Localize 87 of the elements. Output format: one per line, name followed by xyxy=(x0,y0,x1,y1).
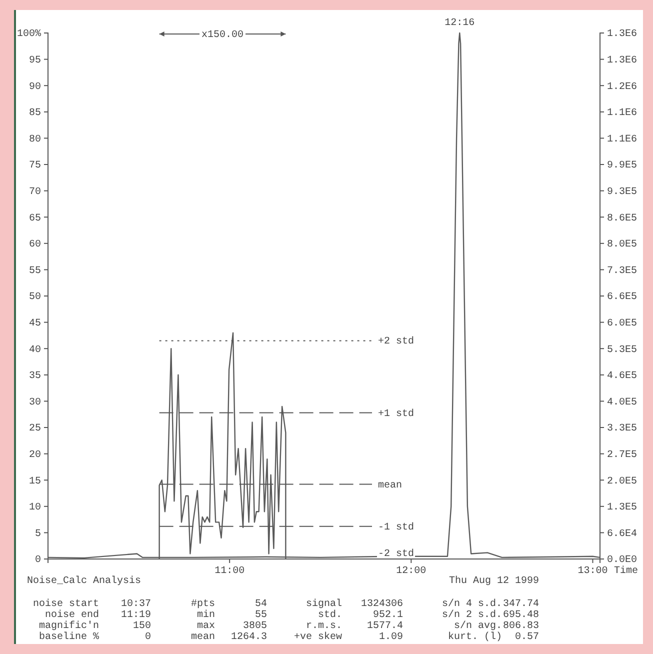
y-tick-label: 55 xyxy=(28,266,41,277)
y2-tick-label: 6.6E5 xyxy=(607,292,638,304)
ref-line-label: +1 std xyxy=(378,408,414,420)
y-tick-label: 15 xyxy=(28,476,41,488)
y2-tick-label: 6.6E4 xyxy=(607,528,638,540)
y-tick-label: 50 xyxy=(28,292,41,304)
y2-tick-label: 5.3E5 xyxy=(607,344,638,356)
text: 0.57 xyxy=(514,632,539,643)
ref-line-label: -1 std xyxy=(378,521,414,534)
text: max xyxy=(196,621,215,632)
text: kurt. (l) xyxy=(448,631,502,643)
x-tick-label: 12:00 xyxy=(396,566,426,578)
y-tick-label: 100% xyxy=(16,29,41,40)
text: 11:19 xyxy=(120,610,151,621)
y-tick-label: 75 xyxy=(28,160,41,172)
text: Thu Aug 12 1999 xyxy=(448,575,539,587)
y-tick-label: 10 xyxy=(28,502,41,514)
y2-tick-label: 6.0E5 xyxy=(607,318,638,330)
y2-tick-label: 1.2E6 xyxy=(607,82,638,93)
text: 1.09 xyxy=(378,632,403,643)
text: 806.83 xyxy=(502,621,539,632)
x-tick-label: 13:00 xyxy=(578,566,608,578)
y-tick-label: 90 xyxy=(28,82,41,93)
text: 1324306 xyxy=(360,599,403,610)
y2-tick-label: 1.3E6 xyxy=(607,29,638,40)
y-tick-label: 20 xyxy=(28,450,41,461)
text: magnific'n xyxy=(38,620,99,632)
y-tick-label: 80 xyxy=(28,134,41,146)
text: s/n 4 s.d. xyxy=(442,598,502,610)
text: 952.1 xyxy=(372,610,403,621)
x-axis-title: Time xyxy=(614,565,638,577)
y2-tick-label: 1.1E6 xyxy=(607,134,638,146)
text: 347.74 xyxy=(502,599,539,610)
y-tick-label: 70 xyxy=(28,187,41,198)
text: 54 xyxy=(254,599,267,610)
y2-tick-label: 9.3E5 xyxy=(607,187,638,198)
text: 695.48 xyxy=(502,610,539,621)
y2-tick-label: 8.0E5 xyxy=(607,240,638,251)
text: 3805 xyxy=(242,621,267,632)
y2-tick-label: 7.3E5 xyxy=(607,266,638,277)
y2-tick-label: 3.3E5 xyxy=(607,424,638,435)
text: 0 xyxy=(144,632,151,643)
text: noise end xyxy=(44,609,99,621)
text: r.m.s. xyxy=(306,621,342,632)
y-tick-label: 45 xyxy=(28,318,41,330)
text: mean xyxy=(190,632,215,643)
text: Noise_Calc Analysis xyxy=(27,575,142,587)
annotation: x150.00 xyxy=(201,30,244,41)
y-tick-label: 60 xyxy=(28,240,41,251)
y-tick-label: 85 xyxy=(28,108,41,120)
y-tick-label: 65 xyxy=(28,213,41,224)
ref-line-label: mean xyxy=(378,480,402,492)
text: std. xyxy=(318,609,342,621)
annotation: -2 std xyxy=(378,548,414,560)
y-tick-label: 0 xyxy=(34,555,41,566)
text: min xyxy=(196,609,215,621)
y2-tick-label: 9.9E5 xyxy=(607,160,638,172)
ref-line-label: +2 std xyxy=(378,336,414,348)
text: 10:37 xyxy=(120,599,151,610)
y2-tick-label: 1.3E6 xyxy=(607,56,638,66)
text: 1264.3 xyxy=(230,632,267,643)
text: s/n avg. xyxy=(454,620,502,632)
y2-tick-label: 2.7E5 xyxy=(607,450,638,461)
text: baseline % xyxy=(38,631,99,643)
y-tick-label: 25 xyxy=(28,424,41,435)
y-tick-label: 30 xyxy=(28,397,41,408)
text: 1577.4 xyxy=(366,621,403,632)
y2-tick-label: 8.6E5 xyxy=(607,213,638,224)
text: 55 xyxy=(254,610,267,621)
y2-tick-label: 4.6E5 xyxy=(607,371,638,382)
y2-tick-label: 1.3E5 xyxy=(607,502,638,514)
y2-tick-label: 2.0E5 xyxy=(607,476,638,488)
text: 150 xyxy=(132,621,151,632)
y2-tick-label: 1.1E6 xyxy=(607,108,638,120)
x-tick-label: 11:00 xyxy=(214,566,245,578)
text: +ve skew xyxy=(294,631,342,643)
text: #pts xyxy=(190,599,215,610)
y2-tick-label: 4.0E5 xyxy=(607,397,638,408)
y-tick-label: 35 xyxy=(28,371,41,382)
annotation: 12:16 xyxy=(444,18,475,29)
text: noise start xyxy=(32,598,99,610)
y-tick-label: 5 xyxy=(34,528,41,540)
y-tick-label: 95 xyxy=(28,56,41,66)
text: s/n 2 s.d. xyxy=(442,609,502,621)
y-tick-label: 40 xyxy=(28,344,41,356)
y2-tick-label: 0.0E0 xyxy=(607,555,638,566)
text: signal xyxy=(306,598,342,610)
